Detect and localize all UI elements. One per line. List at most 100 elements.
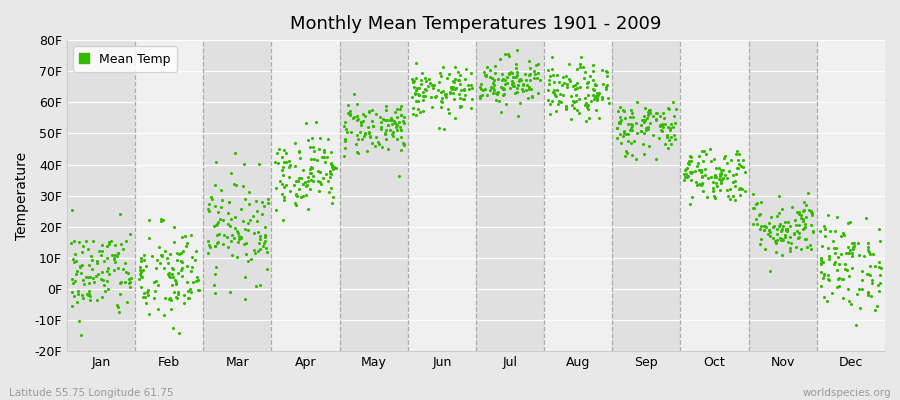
Point [794, 211, 808, 218]
Point [831, 276, 845, 282]
Point [231, 236, 246, 242]
Point [102, 239, 116, 246]
Point [169, 294, 184, 300]
Point [100, 277, 114, 284]
Point [88, 273, 103, 280]
Point [90, 260, 104, 266]
Point [736, 157, 751, 164]
Point [794, 246, 808, 252]
Point [299, 120, 313, 126]
Point [223, 288, 238, 295]
Point [796, 208, 810, 214]
Point [122, 276, 136, 283]
Point [122, 284, 137, 290]
Point [556, 92, 571, 98]
Point [122, 280, 136, 286]
Point [65, 206, 79, 213]
Point [554, 99, 568, 105]
Point [155, 253, 169, 259]
Point [314, 154, 328, 160]
Point [579, 100, 593, 106]
Point [669, 106, 683, 112]
Point [501, 53, 516, 60]
Point [274, 181, 289, 187]
Point [320, 154, 334, 161]
Point [498, 50, 512, 57]
Point [505, 80, 519, 87]
Point [828, 258, 842, 265]
Point [72, 238, 86, 245]
Point [439, 91, 454, 97]
Point [390, 114, 404, 120]
Point [779, 226, 794, 232]
Point [845, 250, 859, 256]
Point [685, 169, 699, 175]
Point [714, 180, 728, 186]
Point [165, 282, 179, 288]
Point [781, 218, 796, 225]
Point [372, 140, 386, 147]
Point [108, 252, 122, 259]
Point [223, 170, 238, 176]
Point [95, 242, 110, 248]
Point [522, 65, 536, 72]
Point [221, 199, 236, 205]
Point [589, 106, 603, 113]
Point [350, 101, 365, 107]
Point [690, 163, 705, 170]
Point [100, 255, 114, 262]
Point [566, 105, 580, 112]
Point [479, 73, 493, 79]
Point [753, 226, 768, 232]
Point [599, 69, 614, 76]
Point [480, 64, 494, 70]
Point [618, 131, 633, 138]
Point [790, 228, 805, 234]
Point [688, 167, 703, 174]
Point [174, 258, 188, 264]
Point [457, 92, 472, 98]
Point [616, 133, 630, 140]
Point [727, 178, 742, 184]
Point [590, 95, 605, 101]
Point [408, 90, 422, 97]
Point [482, 87, 497, 94]
Point [649, 117, 663, 124]
Point [410, 91, 425, 97]
Point [478, 85, 492, 92]
Point [500, 74, 514, 80]
Point [163, 305, 177, 312]
Point [397, 141, 411, 148]
Point [184, 289, 198, 296]
Point [760, 231, 775, 237]
Point [863, 251, 878, 257]
Point [561, 80, 575, 87]
Point [302, 169, 317, 176]
Point [311, 168, 326, 175]
Point [132, 276, 147, 282]
Point [496, 85, 510, 91]
Point [225, 232, 239, 238]
Point [493, 56, 508, 62]
Point [207, 282, 221, 288]
Point [293, 194, 308, 200]
Point [277, 147, 292, 153]
Point [509, 89, 524, 95]
Point [804, 246, 818, 252]
Point [317, 148, 331, 155]
Point [423, 80, 437, 86]
Point [663, 121, 678, 127]
Point [300, 182, 314, 188]
Point [379, 107, 393, 114]
Point [156, 216, 170, 223]
Point [393, 112, 408, 118]
Point [640, 112, 654, 118]
Point [346, 115, 361, 122]
Point [610, 124, 625, 131]
Point [691, 167, 706, 173]
Point [610, 108, 625, 114]
Point [162, 270, 176, 276]
Point [588, 81, 602, 87]
Point [82, 262, 96, 269]
Point [224, 216, 238, 222]
